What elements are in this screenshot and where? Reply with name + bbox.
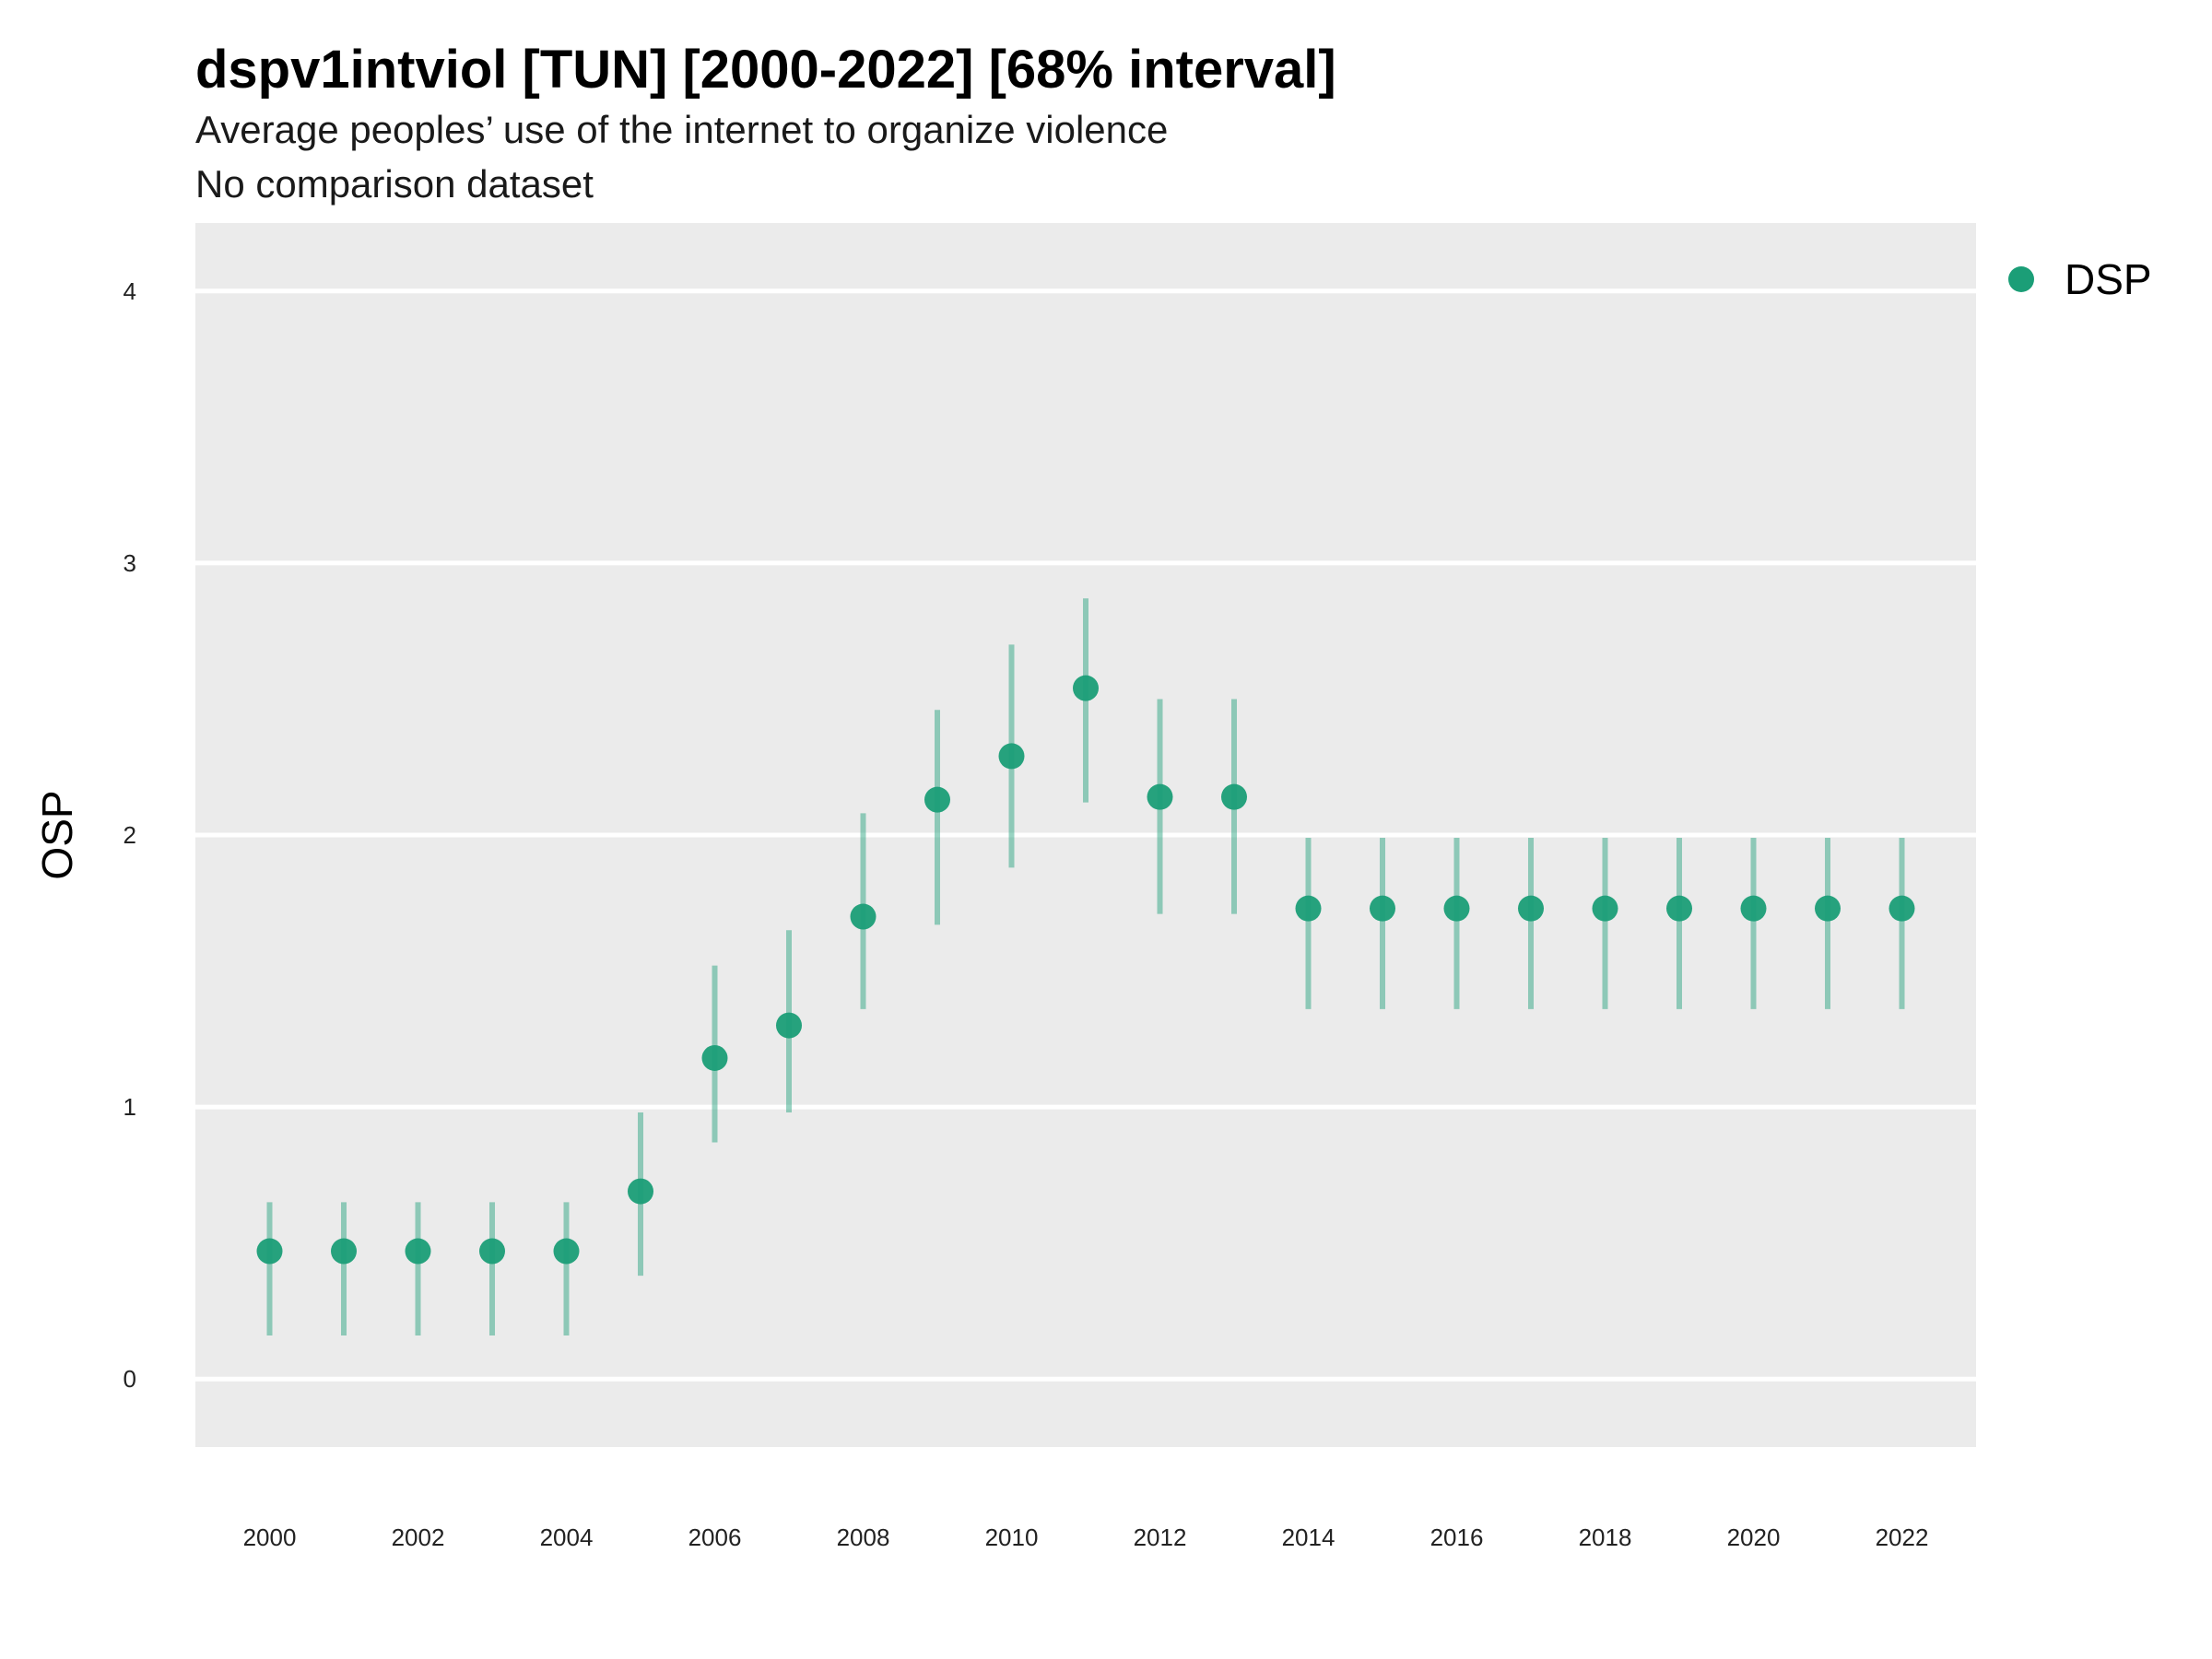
x-tick-label-2014: 2014	[1282, 1524, 1335, 1551]
point-dsp-2015	[1370, 895, 1395, 922]
y-tick-label-0: 0	[124, 1365, 136, 1393]
point-dsp-2002	[405, 1238, 431, 1265]
point-dsp-2000	[256, 1238, 283, 1265]
point-dsp-2003	[479, 1238, 505, 1265]
chart-subtitle-line-1: Average peoples’ use of the internet to …	[195, 108, 1168, 151]
legend: DSP	[2008, 255, 2152, 303]
data-marks	[256, 598, 1915, 1336]
point-dsp-2005	[628, 1178, 653, 1205]
y-axis-ticks: 0 1 2 3 4	[124, 277, 136, 1393]
x-tick-label-2002: 2002	[392, 1524, 445, 1551]
y-tick-label-1: 1	[124, 1093, 136, 1121]
point-dsp-2001	[331, 1238, 357, 1265]
y-tick-label-2: 2	[124, 821, 136, 849]
point-dsp-2014	[1295, 895, 1322, 922]
x-tick-label-2022: 2022	[1876, 1524, 1929, 1551]
point-dsp-2017	[1518, 895, 1544, 922]
x-axis-ticks: 2000 2002 2004 2006 2008 2010 2012 2014 2016 2018…	[243, 1524, 1929, 1551]
x-tick-label-2008: 2008	[837, 1524, 890, 1551]
point-dsp-2006	[701, 1044, 728, 1071]
point-dsp-2011	[1073, 675, 1099, 701]
y-tick-label-4: 4	[124, 277, 136, 305]
legend-marker-dsp	[2008, 266, 2034, 292]
x-tick-label-2000: 2000	[243, 1524, 297, 1551]
chart-subtitle-line-2: No comparison dataset	[195, 162, 594, 206]
point-dsp-2009	[924, 786, 950, 813]
gridlines	[195, 288, 1976, 1382]
x-tick-label-2004: 2004	[540, 1524, 594, 1551]
x-tick-label-2020: 2020	[1727, 1524, 1781, 1551]
point-dsp-2012	[1147, 783, 1173, 810]
x-tick-label-2010: 2010	[985, 1524, 1039, 1551]
point-dsp-2021	[1815, 895, 1841, 922]
y-tick-label-3: 3	[124, 549, 136, 577]
point-dsp-2007	[776, 1012, 802, 1039]
point-dsp-2020	[1740, 895, 1767, 922]
point-dsp-2022	[1888, 895, 1915, 922]
x-tick-label-2018: 2018	[1579, 1524, 1632, 1551]
x-tick-label-2016: 2016	[1430, 1524, 1484, 1551]
point-dsp-2016	[1443, 895, 1470, 922]
legend-label-dsp: DSP	[2065, 255, 2152, 303]
point-dsp-2010	[998, 743, 1025, 770]
point-dsp-2019	[1666, 895, 1692, 922]
point-dsp-2008	[850, 903, 877, 930]
point-dsp-2004	[553, 1238, 580, 1265]
chart-title: dspv1intviol [TUN] [2000-2022] [68% inte…	[195, 40, 1336, 100]
point-dsp-2018	[1592, 895, 1618, 922]
point-dsp-2013	[1221, 783, 1247, 810]
x-tick-label-2006: 2006	[688, 1524, 742, 1551]
x-tick-label-2012: 2012	[1134, 1524, 1187, 1551]
y-axis-label: OSP	[33, 790, 81, 879]
